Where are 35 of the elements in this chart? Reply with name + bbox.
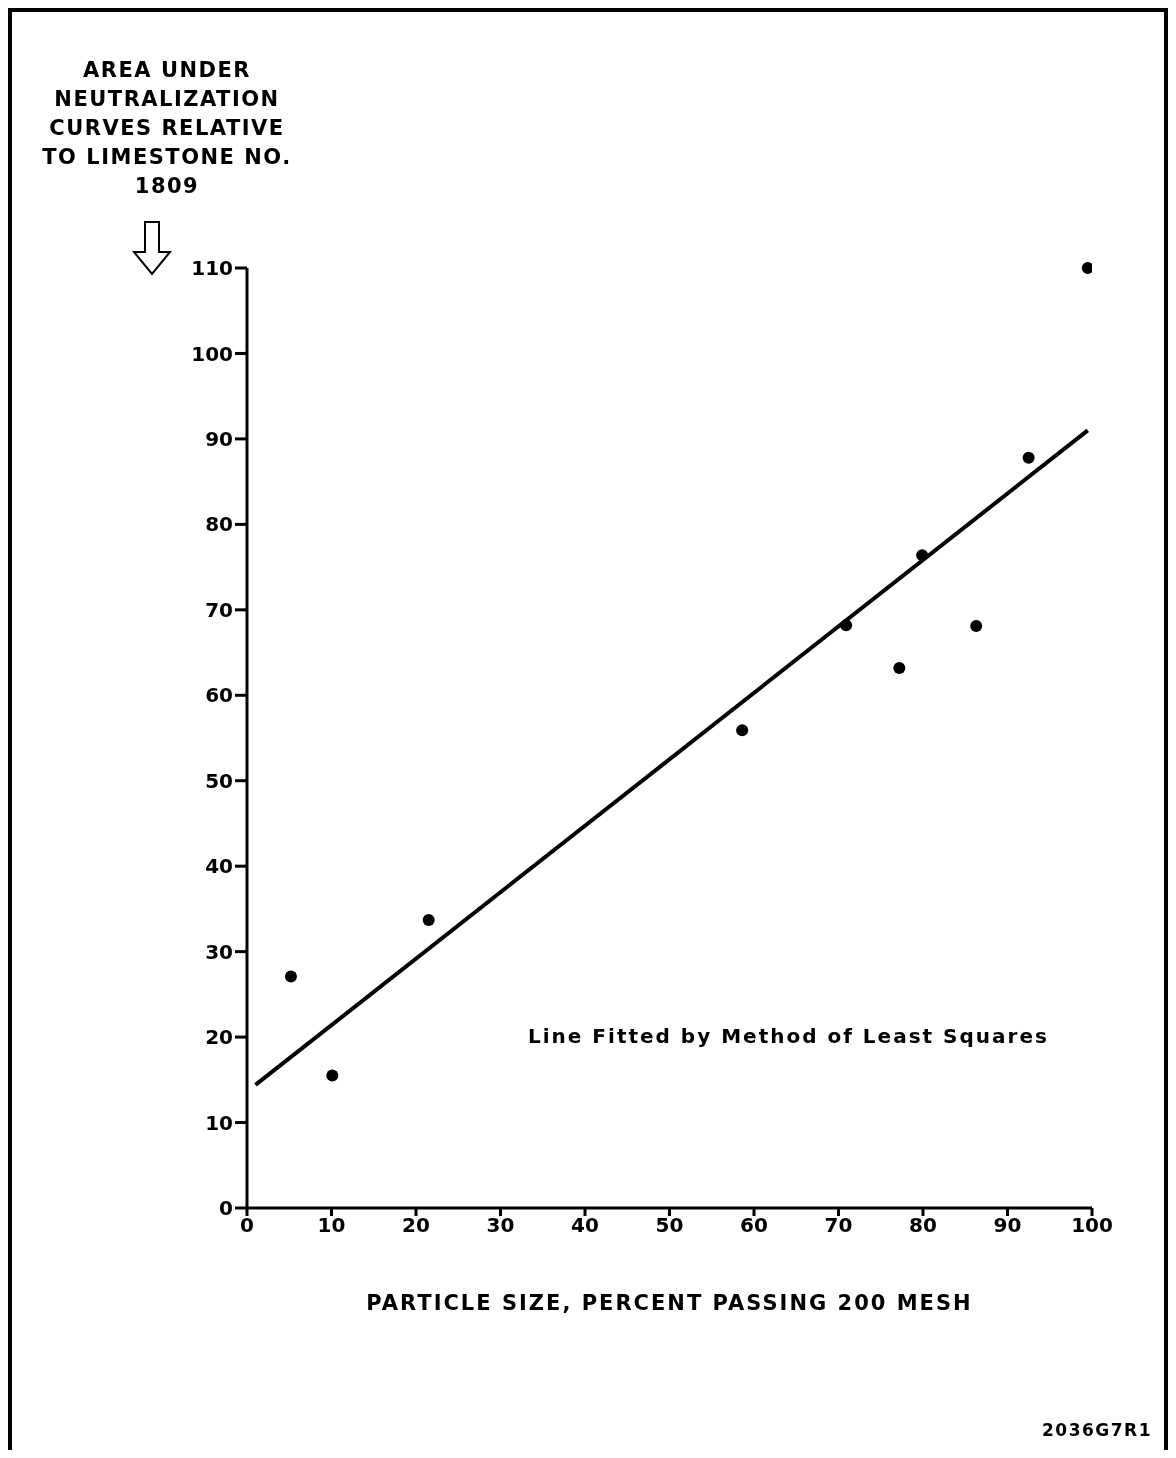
x-axis-title: PARTICLE SIZE, PERCENT PASSING 200 MESH	[366, 1291, 973, 1315]
y-tick-label: 70	[205, 597, 233, 622]
x-tick-label: 20	[402, 1213, 430, 1238]
x-tick-label: 90	[993, 1213, 1022, 1238]
y-tick-label: 50	[205, 768, 233, 793]
point	[284, 970, 297, 983]
y-tick-label: 0	[219, 1196, 233, 1221]
x-tick-label: 70	[824, 1213, 853, 1238]
x-tick-label: 50	[655, 1213, 684, 1238]
y-tick-label: 30	[205, 939, 233, 964]
x-tick-label: 100	[1071, 1213, 1113, 1238]
point	[1022, 451, 1035, 464]
point	[736, 724, 749, 737]
y-tick-label: 110	[191, 256, 233, 281]
x-tick-label: 80	[909, 1213, 937, 1238]
point	[422, 914, 435, 927]
y-tick-label: 40	[205, 854, 233, 879]
x-tick-label: 0	[240, 1213, 254, 1238]
y-axis-title: AREA UNDER NEUTRALIZATION CURVES RELATIVE TO LIMESTONE NO. 1809	[42, 57, 292, 200]
x-tick-label: 10	[317, 1213, 346, 1238]
point	[893, 661, 906, 674]
annotation: Line Fitted by Method of Least Squares	[528, 1024, 1049, 1048]
y-tick-label: 90	[205, 427, 233, 452]
point	[1081, 262, 1092, 274]
x-tick-label: 40	[571, 1213, 599, 1238]
y-tick-label: 10	[205, 1110, 233, 1135]
point	[326, 1069, 339, 1082]
y-tick-label: 20	[205, 1025, 233, 1050]
y-tick-label: 60	[205, 683, 233, 708]
x-tick-label: 30	[486, 1213, 515, 1238]
point	[970, 620, 983, 633]
y-tick-label: 80	[205, 512, 233, 537]
y-tick-label: 100	[191, 341, 233, 366]
text: 2036G7R1	[1041, 1420, 1152, 1440]
x-tick-label: 60	[740, 1213, 768, 1238]
